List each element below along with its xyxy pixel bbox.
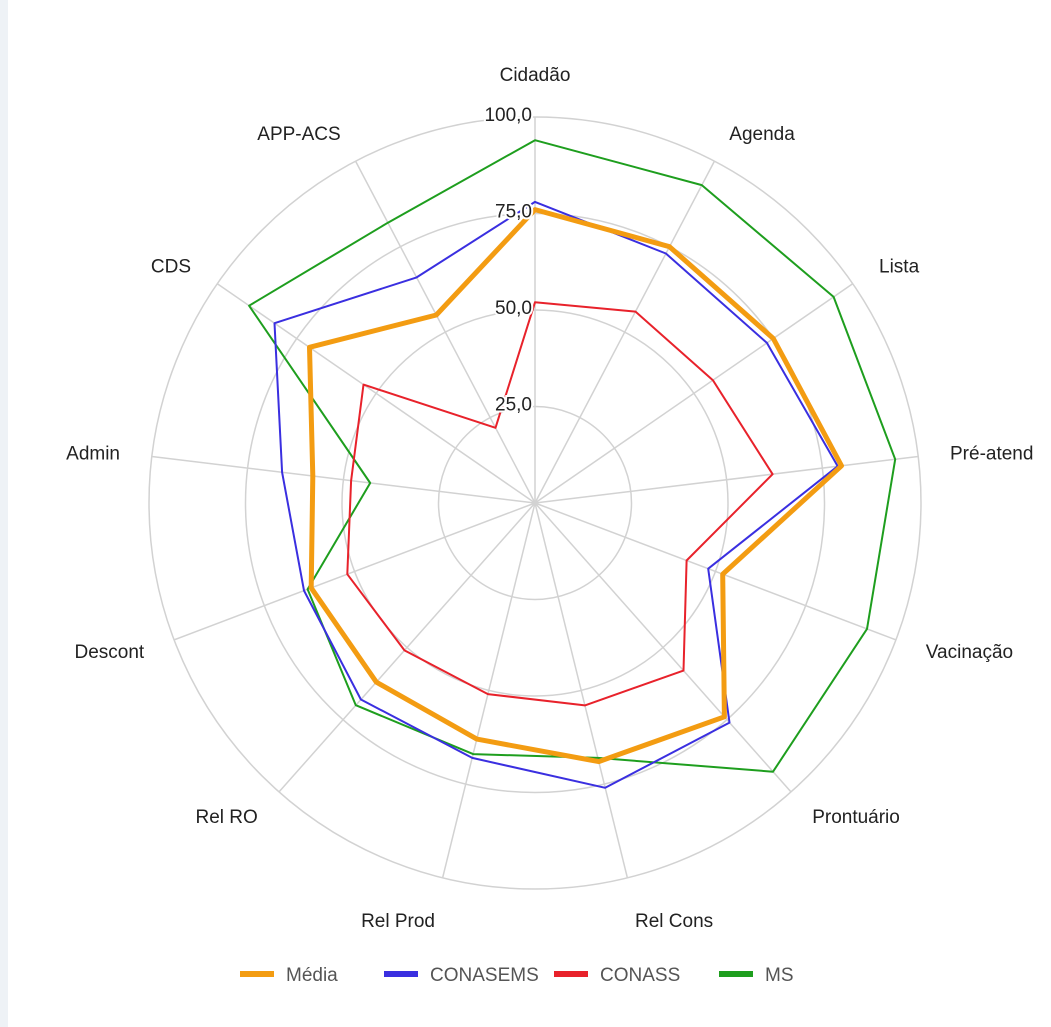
series-line-ms xyxy=(248,139,897,773)
legend: Média CONASEMS CONASS MS xyxy=(240,965,794,986)
grid-spoke xyxy=(534,502,629,878)
tick-labels: 25,0 50,0 75,0 100,0 xyxy=(482,103,534,418)
grid-spoke xyxy=(354,160,536,504)
legend-label: MS xyxy=(765,965,794,986)
radar-chart: 25,0 50,0 75,0 100,0 Cidadão Agenda Lista Pré-… xyxy=(66,65,1033,986)
grid-spoke xyxy=(173,502,536,641)
legend-label: Média xyxy=(286,965,338,986)
axis-label: Rel Prod xyxy=(361,911,435,932)
legend-label: CONASS xyxy=(600,965,680,986)
series-line-conasems xyxy=(273,200,839,789)
series-group xyxy=(248,139,897,789)
grid-spoke xyxy=(151,455,536,504)
tick-label: 100,0 xyxy=(484,105,532,126)
axis-label: Prontuário xyxy=(812,807,900,828)
tick-label: 50,0 xyxy=(495,298,532,319)
legend-label: CONASEMS xyxy=(430,965,539,986)
axis-labels: Cidadão Agenda Lista Pré-atend Vacinação Pron… xyxy=(66,65,1033,932)
grid-spoke xyxy=(441,502,536,878)
axis-label: CDS xyxy=(151,257,191,278)
grid-spoke xyxy=(534,502,792,793)
grid xyxy=(148,116,922,890)
grid-spoke xyxy=(534,455,919,504)
grid-spoke xyxy=(534,160,716,504)
legend-item: Média xyxy=(240,965,338,986)
grid-spoke xyxy=(216,283,536,504)
grid-spoke xyxy=(534,283,854,504)
tick-label: 75,0 xyxy=(495,202,532,223)
grid-spoke xyxy=(278,502,536,793)
axis-label: Cidadão xyxy=(500,65,571,86)
legend-item: CONASEMS xyxy=(384,965,539,986)
axis-label: Lista xyxy=(879,257,920,278)
axis-label: Descont xyxy=(74,642,144,663)
series-line-conass xyxy=(346,301,774,707)
axis-label: Agenda xyxy=(729,124,795,145)
chart-frame: 25,0 50,0 75,0 100,0 Cidadão Agenda Lista Pré-… xyxy=(8,0,1051,1027)
legend-item: CONASS xyxy=(554,965,680,986)
axis-label: Rel RO xyxy=(196,807,258,828)
axis-label: Vacinação xyxy=(926,642,1013,663)
axis-label: APP-ACS xyxy=(257,124,340,145)
axis-label: Admin xyxy=(66,444,120,465)
tick-label: 25,0 xyxy=(495,395,532,416)
axis-label: Pré-atend xyxy=(950,444,1033,465)
axis-label: Rel Cons xyxy=(635,911,713,932)
grid-spoke xyxy=(534,502,897,641)
series-line-média xyxy=(307,207,844,765)
legend-item: MS xyxy=(719,965,794,986)
